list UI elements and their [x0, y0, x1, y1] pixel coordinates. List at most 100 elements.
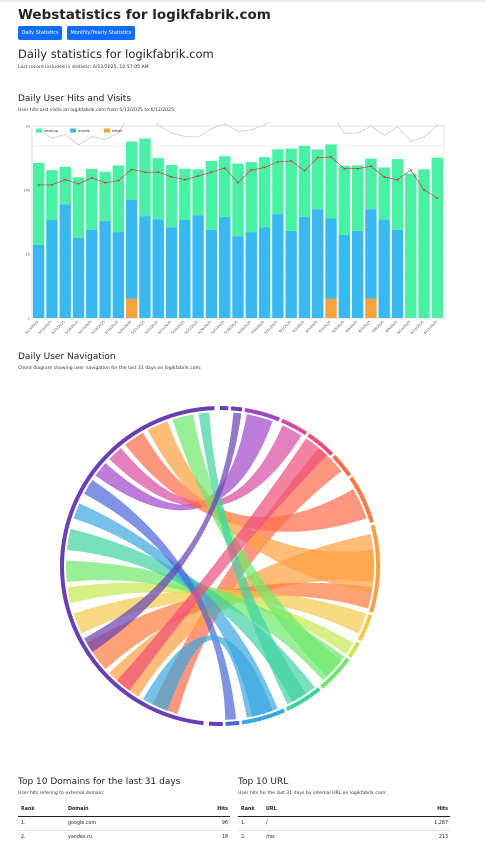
bar-mobile	[152, 219, 164, 318]
legend-swatch	[70, 128, 76, 133]
chord-ribbon	[143, 635, 273, 718]
chord-arc	[369, 524, 380, 613]
total-point	[410, 140, 412, 143]
daily-hits-chart: 1101001k5/13/20255/14/20255/15/20255/16/…	[23, 122, 445, 335]
domains-col-domain: Domain	[68, 807, 89, 812]
chord-ribbon	[152, 448, 342, 715]
domains-row-1-hits: 96	[221, 821, 228, 826]
bar-mobile	[258, 227, 271, 318]
url-section-subtitle: User hits for the last 31 days by intern…	[238, 791, 387, 796]
daily-statistics-button[interactable]: Daily Statistics	[18, 26, 62, 40]
bar-tablet	[125, 298, 138, 318]
bar-desktop	[378, 167, 390, 220]
visits-point	[90, 176, 93, 179]
bar-desktop	[192, 169, 204, 216]
legend-swatch	[36, 128, 42, 133]
total-point	[77, 144, 80, 146]
visits-point	[37, 184, 40, 186]
url-col-hits: Hits	[437, 807, 448, 812]
bar-mobile	[298, 216, 311, 318]
bar-desktop	[272, 149, 284, 215]
url-row-1-url: /	[266, 821, 268, 826]
bar-desktop	[391, 159, 404, 230]
bar-desktop	[112, 165, 125, 233]
bar-mobile	[325, 218, 337, 299]
visits-point	[64, 178, 67, 181]
total-point	[157, 125, 159, 127]
chord-arc	[244, 407, 280, 422]
x-tick-label: 6/2/2025	[292, 320, 306, 334]
y-tick-label: 1	[28, 317, 30, 321]
bar-mobile	[59, 204, 71, 318]
url-row-2-url: /rss	[266, 835, 275, 840]
visits-point	[77, 182, 80, 185]
bar-desktop	[312, 149, 324, 210]
total-point	[51, 137, 53, 139]
chord-arc	[332, 454, 352, 477]
x-tick-label: 6/7/2025	[358, 320, 372, 334]
bar-desktop	[59, 166, 71, 205]
bar-desktop	[338, 165, 351, 235]
x-tick-label: 6/4/2025	[318, 320, 332, 334]
bar-desktop	[205, 160, 218, 230]
bar-desktop	[418, 169, 430, 318]
domains-header-rule	[18, 816, 230, 817]
bar-mobile	[312, 209, 324, 318]
domains-section-subtitle: User hits refering to external domain:	[18, 791, 105, 796]
bar-mobile	[285, 230, 297, 318]
visits-point	[343, 167, 346, 170]
total-point	[423, 136, 425, 138]
nav-section-subtitle: Chord diagram showing user navigation fo…	[18, 366, 202, 371]
bar-desktop	[179, 168, 191, 220]
domains-section-title: Top 10 Domains for the last 31 days	[18, 777, 181, 787]
chord-arc	[60, 406, 215, 726]
bar-mobile	[232, 236, 244, 318]
bar-mobile	[99, 220, 111, 318]
chord-arc	[241, 708, 286, 725]
domains-row-rule	[18, 830, 230, 831]
bar-desktop	[258, 157, 271, 228]
bar-desktop	[298, 145, 311, 217]
visits-point	[290, 159, 293, 162]
page-title: Daily statistics for logikfabrik.com	[18, 47, 214, 61]
url-row-2-rank: 2.	[241, 835, 246, 840]
bar-mobile	[179, 219, 191, 318]
bar-mobile	[32, 244, 45, 318]
domains-row-1-domain: google.com	[68, 821, 97, 826]
visits-point	[303, 169, 306, 172]
legend-label: tablet	[112, 129, 123, 133]
visits-point	[197, 175, 200, 177]
total-point	[237, 130, 239, 132]
visits-point	[276, 160, 279, 163]
bar-mobile	[245, 232, 258, 318]
bar-mobile	[46, 219, 58, 318]
bar-desktop	[139, 138, 151, 217]
bar-mobile	[218, 216, 231, 318]
visits-point	[423, 189, 425, 191]
bar-desktop	[32, 163, 45, 245]
bar-desktop	[99, 171, 111, 221]
x-tick-label: 6/1/2025	[278, 320, 292, 334]
navigation-chord-diagram	[60, 406, 380, 726]
chord-arc	[225, 720, 240, 726]
total-point	[64, 133, 66, 136]
chord-arc	[285, 687, 321, 712]
bar-desktop	[351, 165, 364, 231]
legend-label: mobile	[78, 129, 90, 133]
nav-section-title: Daily User Navigation	[18, 352, 116, 362]
chord-arc	[320, 657, 350, 689]
bar-desktop	[245, 162, 258, 233]
visits-point	[356, 167, 359, 170]
total-point	[356, 132, 359, 134]
monthly-yearly-statistics-button[interactable]: Monthly/Yearly Statistics	[67, 26, 135, 40]
visits-point	[370, 165, 372, 168]
bar-desktop	[72, 177, 85, 238]
chord-ribbon	[147, 421, 374, 593]
visits-point	[223, 167, 226, 169]
chord-ribbon	[116, 438, 327, 691]
visits-point	[436, 197, 439, 199]
total-point	[436, 124, 439, 127]
visits-point	[263, 166, 266, 169]
bar-mobile	[125, 199, 138, 299]
total-point	[383, 134, 385, 136]
